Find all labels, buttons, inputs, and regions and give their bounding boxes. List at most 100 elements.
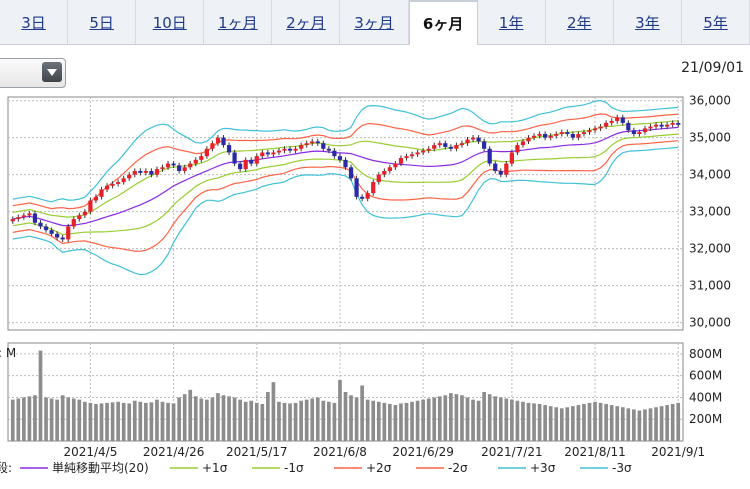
tab-6[interactable]: 6ヶ月 (408, 0, 478, 45)
candle-body (55, 233, 60, 238)
candle-body (332, 150, 337, 157)
volume-bar (110, 402, 115, 441)
candle-body (93, 196, 99, 201)
volume-bar (648, 408, 653, 441)
candle-body (376, 174, 381, 183)
candle-body (365, 193, 370, 199)
candle-body (326, 148, 331, 151)
candle-body (676, 122, 681, 125)
tab-5[interactable]: 3ヶ月 (340, 0, 409, 44)
candle-body (604, 122, 609, 127)
tab-3[interactable]: 1ヶ月 (204, 0, 273, 44)
price-panel (7, 96, 684, 331)
volume-bar (515, 400, 520, 441)
candle-body (509, 152, 514, 164)
volume-bar (38, 350, 43, 441)
volume-bar (155, 399, 159, 441)
volume-bar (626, 408, 631, 441)
candle-body (304, 143, 309, 146)
candle-body (421, 150, 426, 153)
candle-body (226, 145, 232, 153)
volume-bar (10, 399, 15, 441)
candle-body (121, 178, 126, 183)
volume-bar (410, 401, 414, 441)
candle-body (221, 137, 226, 146)
candle-body (415, 152, 420, 155)
volume-bar (670, 403, 675, 441)
volume-bar (543, 405, 547, 441)
volume-bar (310, 398, 315, 441)
price-tick-label: 31,000 (689, 279, 731, 293)
candle-body (260, 152, 265, 157)
volume-bar (16, 398, 21, 441)
volume-bar (382, 402, 387, 441)
volume-bar (476, 400, 481, 441)
tab-4[interactable]: 2ヶ月 (272, 0, 341, 44)
volume-bar (437, 396, 442, 441)
legend-label: -3σ (612, 461, 632, 475)
volume-bar (138, 401, 143, 441)
candle-body (387, 167, 392, 171)
candle-body (437, 143, 442, 146)
volume-bar (188, 389, 193, 441)
volume-bar (243, 401, 248, 441)
volume-bar (582, 403, 586, 441)
candle-body (188, 163, 193, 168)
candle-body (215, 137, 221, 144)
volume-unit-label: : M (0, 346, 16, 360)
candle-body (254, 156, 259, 164)
chevron-down-icon[interactable] (42, 62, 62, 82)
volume-bar (498, 397, 503, 441)
x-tick-label: 2021/4/26 (143, 445, 205, 459)
volume-bar (559, 408, 564, 441)
tab-8[interactable]: 2年 (546, 0, 614, 44)
candle-body (454, 145, 459, 149)
x-tick-label: 2021/8/11 (564, 445, 626, 459)
volume-bar (71, 398, 76, 441)
candle-body (132, 170, 137, 175)
volume-bar (654, 407, 658, 441)
candle-body (487, 148, 492, 164)
volume-bar (443, 395, 448, 441)
legend-prefix: 段: (0, 460, 12, 475)
volume-bar (571, 406, 575, 441)
candle-body (204, 148, 209, 157)
tab-0[interactable]: 3日 (0, 0, 69, 44)
candle-body (587, 130, 592, 133)
volume-bar (66, 397, 71, 441)
volume-bar (282, 402, 287, 441)
candle-body (343, 159, 348, 168)
tab-9[interactable]: 3年 (614, 0, 682, 44)
volume-bar (454, 394, 459, 441)
volume-bar (49, 398, 54, 441)
volume-bar (193, 396, 198, 441)
volume-bar (271, 382, 276, 441)
volume-bar (399, 403, 403, 441)
volume-bar (27, 396, 32, 441)
candle-body (10, 219, 15, 222)
volume-bar (632, 409, 636, 441)
candle-body (493, 163, 498, 171)
tab-7[interactable]: 1年 (478, 0, 546, 44)
volume-bar (593, 401, 597, 441)
indicator-select[interactable] (0, 58, 66, 88)
tab-2[interactable]: 10日 (136, 0, 205, 44)
volume-bar (620, 407, 625, 441)
x-tick-label: 2021/9/1 (651, 445, 705, 459)
candle-body (548, 135, 553, 138)
candle-body (504, 163, 509, 175)
candle-body (382, 170, 387, 175)
candle-body (670, 122, 675, 125)
x-tick-label: 2021/5/17 (226, 445, 288, 459)
candle-body (598, 126, 603, 129)
tab-1[interactable]: 5日 (68, 0, 137, 44)
volume-bar (565, 407, 570, 441)
volume-bar (55, 399, 59, 441)
volume-bar (421, 399, 425, 441)
volume-bar (587, 402, 592, 441)
candle-body (642, 128, 648, 133)
candle-body (631, 130, 636, 134)
candle-body (609, 121, 614, 123)
volume-bar (465, 397, 470, 441)
legend-label: +3σ (530, 461, 556, 475)
